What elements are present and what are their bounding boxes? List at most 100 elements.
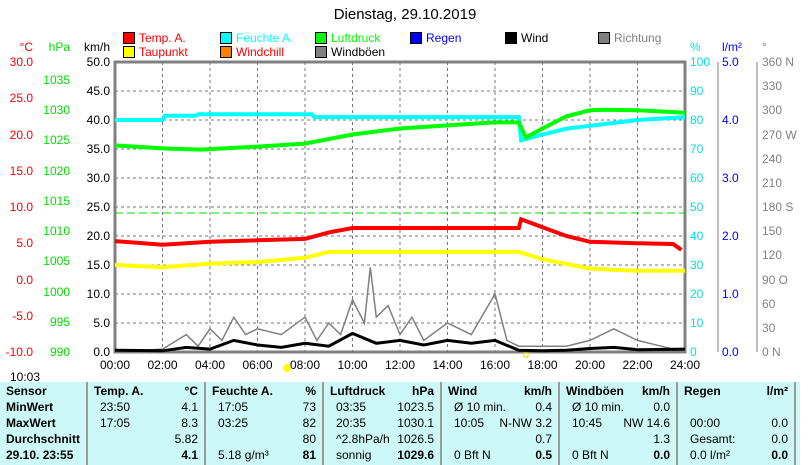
pct-axis-tick: 30 [690,258,704,272]
hpa-axis-tick: 1000 [43,284,70,299]
legend-label: Regen [426,31,462,45]
table-row: 17:05 73 [212,399,316,415]
table-column: Temp. A. °C 23:50 4.1 17:05 8.3 5.82 4.1 [88,382,206,465]
table-column: Wind km/h Ø 10 min. 0.4 10:05 N-NW 3.2 0.7 0 Bf… [442,382,560,465]
cell-value: 1023.5 [397,400,434,414]
dir-axis-tick: 300 [762,103,783,118]
cell-value: 8.3 [181,416,198,430]
table-row: 0.0 l/m² 0.0 [684,447,788,463]
table-row: 5.82 [94,431,198,447]
legend-swatch [220,32,232,44]
table-row: 5.18 g/m³ 81 [212,447,316,463]
x-tick: 24:00 [669,358,701,372]
table-row: Gesamt: 0.0 [684,431,788,447]
hpa-axis-tick: 1030 [43,103,70,118]
cell-value: 0.0 [771,448,788,462]
kmh-axis-tick: 25.0 [86,200,110,214]
legend-label: Feuchte A. [236,31,294,45]
dir-axis-tick: 270 W [762,127,797,142]
table-row: 0 Bft N 0.5 [448,447,552,463]
column-header: Feuchte A. [212,384,273,398]
series-taupunkt [114,249,685,273]
column-unit: °C [184,384,198,398]
legend-swatch [315,46,327,58]
cell-left: sonnig [336,448,372,462]
cell-left: 00:00 [690,416,721,430]
row-label: MinWert [6,400,54,414]
legend-swatch [598,32,610,44]
table-row: ^2.8hPa/h 1026.5 [330,431,434,447]
table-column: Regen l/m² 00:00 0.0 Gesamt: 0.0 0.0 l/m² 0.0 [678,382,796,465]
legend-item: Feuchte A. [220,31,293,45]
cell-value: NW 14.6 [623,416,670,430]
x-tick: 00:00 [99,358,131,372]
table-column: Luftdruck hPa 03:35 1023.5 20:35 1030.1 ^2.8hP… [324,382,442,465]
pct-axis-tick: 100 [690,55,711,69]
table-row: 10:05 N-NW 3.2 [448,415,552,431]
cell-value: 1026.5 [397,432,434,446]
rain-axis-tick: 1.0 [722,287,739,301]
cell-left: 23:50 [100,400,131,414]
series-luftdruck [114,107,686,152]
rain-axis-tick: 0.0 [722,345,739,359]
table-row [684,399,788,415]
column-header: Regen [684,384,721,398]
legend-swatch [220,46,232,58]
column-header: Windböen [566,384,624,398]
hpa-axis-tick: 1005 [43,254,70,269]
cell-left: 0.0 l/m² [690,448,731,462]
dir-axis-tick: 0 N [762,345,781,359]
temp-axis-unit: °C [19,40,33,54]
x-tick: 14:00 [432,358,463,372]
kmh-axis-tick: 15.0 [86,258,110,272]
table-column: Feuchte A.% 17:05 73 03:25 82 80 5.18 g/m³ 81 [206,382,324,465]
cell-left: 03:25 [218,416,249,430]
kmh-axis-tick: 0.0 [93,345,110,359]
cell-value: 1.3 [653,432,670,446]
rain-axis-tick: 4.0 [722,113,739,127]
legend-swatch [123,46,135,58]
column-unit: hPa [411,384,434,398]
rain-axis-unit: l/m² [722,40,742,54]
x-tick: 08:00 [289,358,321,372]
cell-value: 80 [302,432,316,446]
column-header: Sensor [6,384,47,398]
cell-left: 10:05 [454,416,485,430]
cell-left: 03:35 [336,400,367,414]
x-tick: 04:00 [194,358,226,372]
cell-value: 0.5 [535,448,552,462]
table-row: Durchschnitt [6,431,80,447]
kmh-axis-tick: 45.0 [86,84,110,98]
series-wind [114,331,686,353]
statistics-table: Sensor MinWert MaxWert Durchschnitt 29.10. 2… [0,382,800,465]
kmh-axis-tick: 50.0 [86,55,110,69]
temp-axis-tick: 25.0 [9,91,33,106]
column-header: Luftdruck [330,384,386,398]
cell-left: 17:05 [100,416,131,430]
table-row: 10:45 NW 14.6 [566,415,670,431]
legend-item: Temp. A. [123,31,186,45]
table-row: 0.7 [448,431,552,447]
x-tick: 20:00 [574,358,606,372]
rain-axis-tick: 5.0 [722,55,739,69]
plot-area [113,60,758,372]
dir-axis-tick: 150 [762,224,783,239]
rain-axis-tick: 3.0 [722,171,739,185]
dir-axis-tick: 330 [762,79,783,94]
table-row: 20:35 1030.1 [330,415,434,431]
legend-swatch [410,32,422,44]
chart-title: Dienstag, 29.10.2019 [333,6,477,23]
series-feuchte-a- [115,112,686,143]
kmh-axis-tick: 5.0 [93,316,110,330]
cell-value: 0.7 [535,432,552,446]
dir-axis-unit: ° [762,40,767,54]
x-tick: 16:00 [479,358,511,372]
cell-value: 0.0 [771,432,788,446]
cell-value: 4.1 [181,448,198,462]
table-row: 03:25 82 [212,415,316,431]
cell-left [448,431,454,447]
x-tick: 02:00 [147,358,178,372]
pct-axis-tick: 0 [690,345,697,359]
legend-label: Wind [521,31,549,45]
table-row: 0 Bft N 0.0 [566,447,670,463]
